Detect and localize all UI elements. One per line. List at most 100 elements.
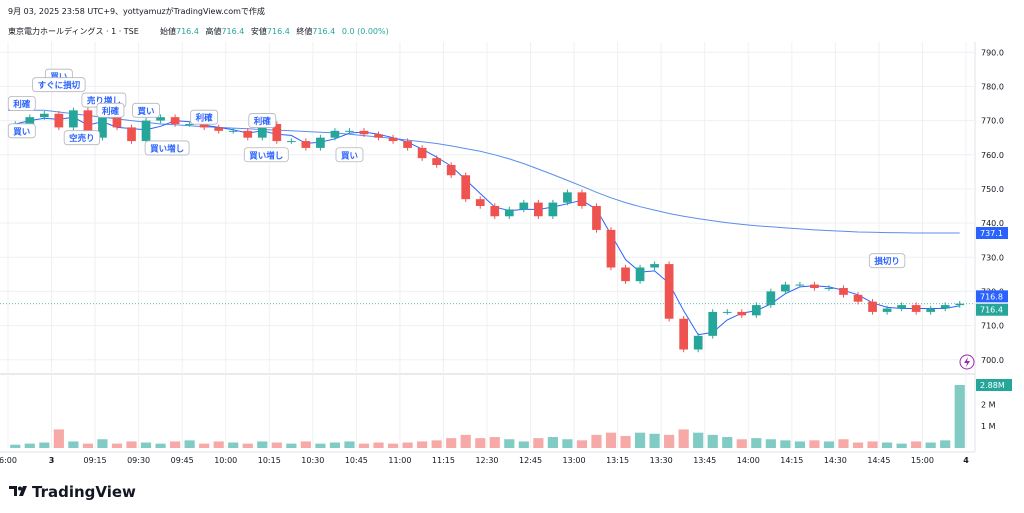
- volume-bar: [649, 433, 660, 448]
- annotation-text: 空売り: [69, 133, 95, 144]
- candle-body: [737, 311, 747, 316]
- x-tick-label: 13:15: [606, 456, 629, 465]
- annotation-callout[interactable]: 損切り: [868, 253, 906, 269]
- volume-bar: [446, 438, 457, 448]
- candle-body: [112, 117, 122, 128]
- volume-bar: [358, 443, 370, 448]
- volume-bar: [823, 441, 835, 448]
- annotation-callout[interactable]: 買い: [335, 147, 364, 163]
- volume-bar: [940, 440, 951, 448]
- annotation-callout[interactable]: 利確: [96, 102, 125, 118]
- ohlc-low-value: 716.4: [267, 27, 290, 36]
- candle-body: [98, 117, 107, 138]
- candle-body: [156, 117, 165, 121]
- volume-bar: [911, 441, 922, 448]
- candle-body: [359, 130, 369, 135]
- volume-bar: [925, 442, 936, 448]
- y-tick-label: 750.0: [981, 185, 1004, 194]
- candle-body: [592, 206, 601, 230]
- ohlc-low-label: 安値: [251, 26, 267, 36]
- candle-body: [25, 117, 35, 124]
- volume-bar: [257, 441, 268, 448]
- annotation-callout[interactable]: 買い: [132, 102, 160, 118]
- annotation-text: 利確: [195, 113, 214, 124]
- price-label-box: [976, 226, 1008, 239]
- annotation-callout[interactable]: 買い: [7, 123, 36, 139]
- volume-bar: [475, 438, 486, 448]
- volume-bar: [634, 432, 646, 448]
- volume-bar: [852, 442, 864, 448]
- annotation-callout[interactable]: 空売り: [63, 130, 101, 146]
- volume-bar: [39, 442, 50, 448]
- candle-body: [141, 120, 151, 142]
- ohlc-open-label: 始値: [160, 26, 176, 36]
- volume-bar: [111, 443, 123, 448]
- candle-body: [83, 110, 93, 138]
- annotation-box: [7, 123, 36, 139]
- volume-bar: [780, 440, 791, 448]
- volume-bar: [53, 429, 64, 448]
- plot-area[interactable]: 790.0780.0770.0760.0750.0740.0730.0720.0…: [0, 42, 1012, 465]
- symbol-name[interactable]: 東京電力ホールディングス · 1 · TSE: [8, 26, 139, 36]
- volume-bar: [591, 434, 602, 448]
- annotation-callout[interactable]: 買い増し: [243, 147, 289, 163]
- y-tick-label: 710.0: [981, 322, 1004, 331]
- annotation-box: [144, 140, 190, 156]
- y-tick-label: 740.0: [981, 219, 1004, 228]
- annotation-text: 利確: [101, 106, 120, 117]
- volume-bar: [867, 441, 878, 448]
- volume-tick-label: 1 M: [981, 422, 996, 431]
- y-tick-label: 770.0: [981, 117, 1004, 126]
- candle-body: [650, 264, 659, 268]
- volume-bar: [373, 442, 384, 448]
- tradingview-logo-icon: [9, 486, 27, 496]
- timestamp-text: 9月 03, 2025 23:58 UTC+9、yottyamuzがTradin…: [8, 6, 265, 16]
- candle-body: [388, 137, 398, 142]
- tradingview-logo[interactable]: TradingView: [9, 483, 136, 501]
- y-tick-label: 730.0: [981, 253, 1004, 262]
- candle-body: [722, 311, 732, 313]
- candle-body: [606, 229, 616, 268]
- price-label-ma: 716.8: [976, 290, 1008, 303]
- x-tick-label: 4: [963, 456, 969, 465]
- volume-bar: [504, 439, 515, 448]
- annotation-box: [190, 109, 219, 125]
- candle-body: [403, 141, 412, 148]
- volume-bar: [533, 438, 544, 448]
- ohlc-close-value: 716.4: [312, 27, 335, 36]
- svg-text:始値716.4 高値716.4 安値: 始値716.4 高値716.4 安値716.4 終値716.4 0.0 (0.0…: [160, 26, 389, 36]
- annotation-callout[interactable]: 買い増し: [144, 140, 190, 156]
- candle-body: [54, 113, 64, 128]
- candle-body: [374, 134, 383, 138]
- annotation-box: [335, 147, 364, 163]
- annotation-callout[interactable]: 利確: [7, 96, 36, 111]
- candle-body: [940, 305, 950, 309]
- candle-body: [911, 305, 921, 312]
- candle-body: [417, 147, 427, 159]
- annotation-text: 買い: [50, 72, 67, 83]
- candle-body: [824, 288, 834, 289]
- annotation-text: 買い: [138, 106, 155, 117]
- candle-body: [955, 303, 965, 306]
- volume-bar: [387, 443, 399, 448]
- lightning-icon-bolt: [964, 357, 970, 367]
- candle-body: [621, 267, 630, 282]
- x-tick-label: 6:00: [0, 456, 17, 465]
- candle-body: [69, 110, 78, 128]
- lightning-icon[interactable]: [959, 354, 975, 370]
- volume-bar: [678, 429, 689, 448]
- volume-bar: [838, 439, 849, 448]
- x-tick-label: 13:00: [563, 456, 586, 465]
- y-tick-label: 780.0: [981, 82, 1004, 91]
- volume-bar: [242, 443, 253, 448]
- volume-bar: [751, 438, 762, 448]
- x-tick-label: 10:30: [301, 456, 324, 465]
- x-tick-label: 10:15: [258, 456, 281, 465]
- candle-body: [882, 308, 892, 312]
- volume-bar: [329, 442, 341, 448]
- annotation-callout[interactable]: 利確: [248, 113, 277, 128]
- annotation-callout[interactable]: 利確: [190, 109, 219, 125]
- annotation-callout[interactable]: すぐに損切: [32, 77, 86, 93]
- annotation-text: すぐに損切: [38, 80, 81, 91]
